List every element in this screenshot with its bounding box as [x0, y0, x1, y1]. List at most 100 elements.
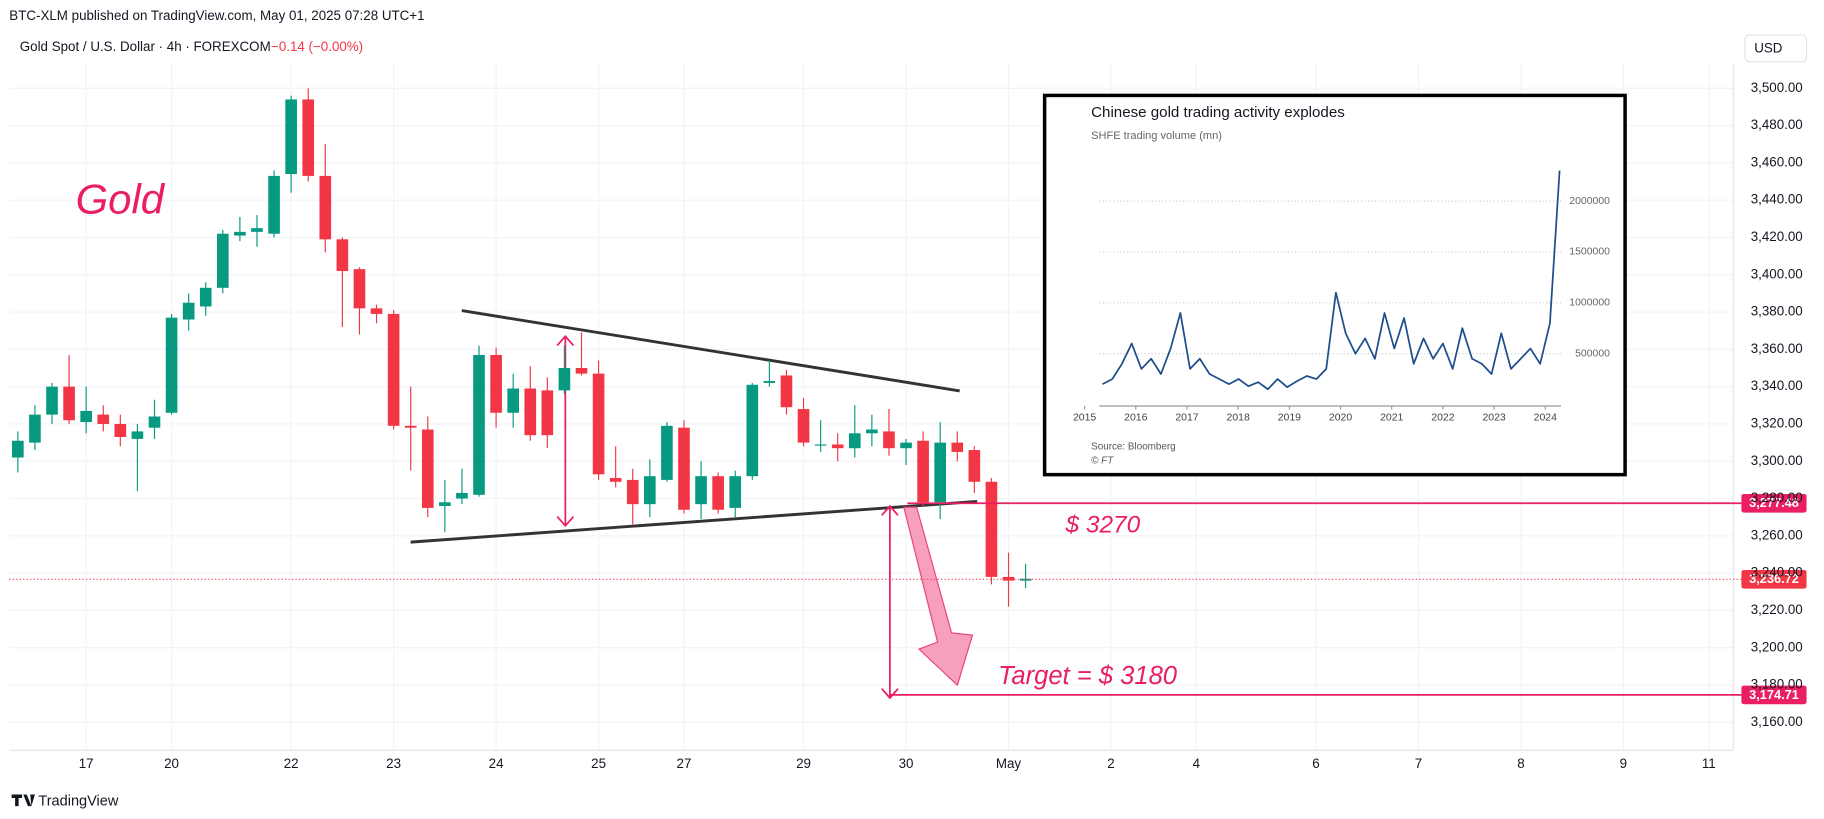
lower-trendline [410, 499, 978, 544]
y-tick-label: 3,340.00 [1751, 378, 1803, 393]
x-tick-label: 7 [1415, 756, 1422, 771]
inset-x-tick-label: 2024 [1534, 412, 1557, 423]
y-tick-label: 3,320.00 [1751, 415, 1803, 430]
candle-body [319, 175, 332, 240]
inset-credit: © FT [1091, 455, 1114, 466]
x-tick-label: 30 [899, 756, 914, 771]
y-tick-label: 3,240.00 [1751, 565, 1803, 580]
height-arrow [556, 334, 575, 528]
y-tick-label: 3,200.00 [1751, 639, 1803, 654]
tradingview-logo [11, 794, 35, 807]
inset-x-tick-label: 2018 [1227, 412, 1250, 423]
candle-body [558, 368, 571, 391]
candle-body [302, 99, 315, 176]
change: −0.14 (−0.00%) [271, 39, 363, 54]
candle-body [780, 375, 793, 408]
inset-source: Source: Bloomberg [1091, 441, 1176, 452]
x-tick-label: 11 [1702, 756, 1716, 771]
y-tick-label: 3,300.00 [1751, 453, 1803, 468]
candle-body [968, 450, 981, 482]
inset-y-tick-label: 1000000 [1569, 298, 1610, 309]
candle-body [609, 478, 622, 482]
candle-body [985, 481, 998, 577]
candle-body [661, 425, 673, 480]
candle-body [80, 410, 92, 423]
x-tick-label: 25 [591, 756, 606, 771]
y-tick-label: 3,400.00 [1751, 266, 1803, 281]
inset-x-tick-label: 2016 [1124, 412, 1147, 423]
inset-title: Chinese gold trading activity explodes [1091, 104, 1345, 121]
y-tick-label: 3,460.00 [1751, 154, 1803, 169]
candle-body [439, 502, 451, 507]
price-label: 3,236.72 [1749, 571, 1799, 586]
candle-body [421, 429, 434, 508]
x-tick-label: 29 [796, 756, 811, 771]
candle-body [695, 476, 707, 505]
price-label: 3,174.71 [1749, 687, 1799, 702]
inset-frame [1042, 93, 1627, 477]
y-tick-label: 3,260.00 [1751, 527, 1803, 542]
candle-body [182, 302, 195, 320]
candle-body [541, 390, 554, 436]
gold-label: Gold [76, 176, 166, 223]
x-tick-label: 6 [1312, 756, 1319, 771]
y-tick-label: 3,220.00 [1751, 602, 1803, 617]
candle-body [934, 442, 947, 503]
currency-button[interactable] [1744, 34, 1808, 63]
candle-body [387, 313, 400, 426]
candles [12, 88, 1032, 607]
candle-body [46, 386, 58, 415]
y-tick-label: 3,360.00 [1751, 341, 1803, 356]
candle-body [592, 373, 605, 475]
candle-body [729, 476, 742, 508]
candle-body [148, 416, 161, 428]
published-line: BTC-XLM published on TradingView.com, Ma… [9, 8, 424, 23]
y-tick-label: 3,280.00 [1751, 490, 1803, 505]
projection-arrow [881, 504, 899, 700]
price-lines: 3,277.48 3,236.72 3,174.71 [9, 493, 1807, 705]
y-tick-label: 3,160.00 [1751, 714, 1803, 729]
inset-y-tick-label: 500000 [1575, 348, 1610, 359]
candle-body [353, 269, 366, 309]
x-tick-label: 8 [1517, 756, 1524, 771]
level-label: $ 3270 [1065, 511, 1141, 538]
candle-body [268, 175, 280, 234]
candle-body [507, 388, 519, 413]
candle-body [763, 381, 776, 383]
candle-body [917, 440, 929, 503]
inset-x-tick-label: 2023 [1482, 412, 1505, 423]
inset-y-tick-label: 1500000 [1569, 247, 1610, 258]
candle-body [370, 308, 383, 314]
currency[interactable]: USD [1754, 40, 1783, 55]
candle-body [712, 476, 724, 510]
x-tick-label: 23 [386, 756, 401, 771]
inset-subtitle: SHFE trading volume (mn) [1091, 130, 1222, 142]
candle-body [12, 440, 24, 458]
candle-body [866, 429, 878, 434]
candle-body [63, 386, 75, 421]
inset-x-tick-label: 2021 [1380, 412, 1403, 423]
symbol: Gold Spot / U.S. Dollar · 4h · FOREXCOM [20, 39, 271, 54]
x-tick-label: 24 [489, 756, 504, 771]
candle-body [490, 354, 502, 413]
price-label-box [1741, 685, 1807, 705]
candle-body [404, 425, 417, 428]
x-tick-label: 9 [1620, 756, 1627, 771]
candle-body [797, 409, 810, 443]
y-tick-label: 3,500.00 [1751, 80, 1803, 95]
y-tick-label: 3,380.00 [1751, 304, 1803, 319]
candle-body [848, 433, 861, 449]
candle-body [251, 228, 263, 232]
candle-body [456, 492, 468, 499]
price-label-box [1741, 493, 1807, 513]
candle-body [131, 431, 144, 439]
inset-x-tick-label: 2019 [1278, 412, 1301, 423]
candle-body [524, 388, 537, 436]
x-tick-label: 27 [677, 756, 692, 771]
x-tick-label: 2 [1107, 756, 1114, 771]
inset-line [1102, 170, 1561, 391]
candle-body [29, 414, 41, 443]
candle-body [216, 233, 229, 288]
candle-body [951, 442, 964, 452]
candle-body [883, 431, 895, 449]
